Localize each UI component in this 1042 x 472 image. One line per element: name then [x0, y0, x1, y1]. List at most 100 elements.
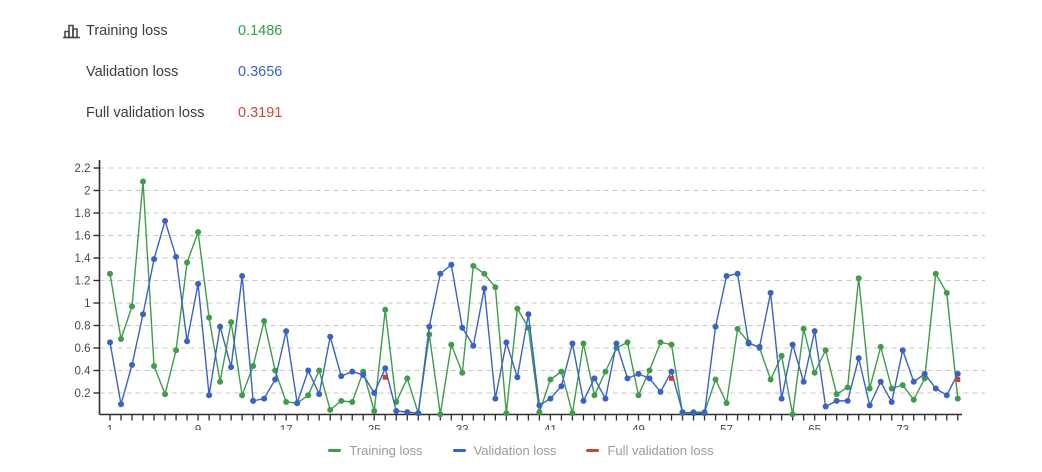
validation-loss-point	[382, 365, 389, 372]
training-loss-point	[283, 399, 290, 405]
validation-loss-point	[272, 376, 279, 383]
training-loss-point	[569, 410, 576, 417]
training-loss-label: Training loss	[86, 23, 168, 39]
loss-summary: Training loss 0.1486 Validation loss 0.3…	[62, 20, 282, 143]
validation-loss-point	[877, 378, 884, 385]
y-tick-label: 0.8	[75, 321, 91, 333]
x-tick-label: 57	[720, 425, 733, 431]
validation-loss-point	[195, 280, 202, 287]
validation-loss-point	[822, 403, 829, 410]
validation-loss-point	[426, 323, 433, 330]
validation-loss-point	[338, 373, 345, 380]
validation-loss-point	[668, 368, 675, 375]
full-validation-loss-point	[669, 375, 675, 381]
validation-loss-value: 0.3656	[238, 64, 283, 80]
validation-loss-point	[602, 395, 609, 402]
validation-loss-point	[294, 400, 301, 407]
validation-loss-point	[899, 347, 906, 354]
validation-loss-point	[756, 343, 763, 350]
training-loss-point	[536, 409, 543, 416]
training-loss-point	[800, 325, 807, 332]
validation-loss-point	[316, 391, 323, 398]
training-loss-point	[140, 178, 147, 185]
y-tick-label: 2	[84, 186, 90, 198]
full-validation-loss-point	[382, 374, 388, 380]
legend-item-training-loss: Training loss	[328, 443, 423, 458]
training-loss-point	[877, 343, 884, 350]
training-loss-point	[668, 341, 675, 348]
validation-loss-point	[470, 342, 477, 349]
training-loss-point	[470, 262, 477, 269]
validation-loss-point	[503, 339, 510, 346]
training-loss-point	[162, 391, 169, 398]
x-tick-label: 73	[896, 425, 909, 431]
validation-loss-point	[305, 367, 312, 374]
training-loss-point	[338, 397, 345, 404]
validation-loss-point	[206, 392, 213, 399]
y-tick-label: 1.8	[75, 208, 91, 220]
training-loss-point	[118, 336, 125, 342]
validation-loss-point	[855, 355, 862, 362]
training-loss-point	[404, 375, 411, 382]
validation-loss-point	[910, 378, 917, 385]
validation-loss-point	[844, 397, 851, 404]
training-loss-point	[591, 392, 598, 399]
validation-loss-point	[481, 285, 488, 292]
training-loss-point	[844, 384, 851, 391]
training-loss-point	[833, 391, 840, 398]
validation-loss-point	[888, 399, 895, 405]
training-loss-point	[107, 270, 113, 277]
training-loss-point	[305, 392, 312, 399]
training-loss-point	[195, 229, 202, 236]
training-loss-point	[514, 305, 521, 312]
validation-loss-point	[140, 311, 147, 318]
training-loss-point	[778, 352, 785, 359]
validation-loss-point	[492, 395, 499, 402]
training-loss-point	[382, 306, 389, 313]
training-loss-point	[657, 339, 664, 346]
y-tick-label: 1.4	[75, 253, 92, 265]
validation-loss-point	[811, 328, 818, 335]
training-loss-point	[734, 325, 741, 332]
training-loss-point	[580, 340, 587, 347]
training-loss-point	[217, 378, 224, 385]
full-validation-loss-point	[955, 377, 961, 382]
validation-loss-point	[591, 375, 598, 382]
training-loss-point	[459, 369, 466, 376]
validation-loss-point	[943, 392, 950, 399]
validation-loss-point	[734, 270, 741, 277]
validation-loss-point	[921, 370, 928, 377]
y-tick-label: 1	[84, 298, 90, 310]
validation-loss-swatch	[452, 449, 466, 452]
training-loss-point	[261, 318, 268, 324]
validation-loss-point	[536, 402, 543, 409]
validation-loss-point	[800, 378, 807, 385]
validation-loss-point	[107, 339, 113, 346]
chart-legend: Training loss Validation loss Full valid…	[0, 443, 1042, 458]
training-loss-point	[129, 303, 136, 310]
validation-loss-point	[459, 324, 466, 331]
y-tick-label: 0.6	[75, 343, 91, 355]
validation-loss-point	[613, 340, 620, 347]
training-loss-point	[646, 367, 653, 374]
training-loss-point	[855, 275, 862, 282]
validation-loss-point	[415, 410, 422, 417]
y-tick-label: 0.4	[75, 366, 92, 378]
training-loss-value: 0.1486	[238, 23, 283, 39]
validation-loss-point	[745, 340, 752, 347]
validation-loss-point	[525, 311, 532, 318]
validation-loss-line	[109, 218, 959, 415]
validation-loss-row: Validation loss 0.3656	[62, 61, 282, 83]
validation-loss-point	[371, 390, 378, 396]
training-loss-row: Training loss 0.1486	[62, 20, 282, 42]
legend-item-validation-loss: Validation loss	[452, 443, 556, 458]
training-loss-point	[437, 411, 444, 418]
validation-loss-point	[712, 323, 719, 330]
loss-chart: 0.2 0.4 0.6 0.8 1 1.2 1.4 1.6 1.8 2 2.2 1 9 17 25 33 41 4…	[0, 150, 1042, 437]
validation-loss-point	[635, 370, 642, 377]
y-tick-label: 1.2	[75, 276, 91, 288]
bar-chart-icon	[63, 24, 80, 39]
training-loss-point	[316, 367, 323, 374]
training-loss-point	[602, 368, 609, 375]
training-loss-point	[899, 382, 906, 389]
